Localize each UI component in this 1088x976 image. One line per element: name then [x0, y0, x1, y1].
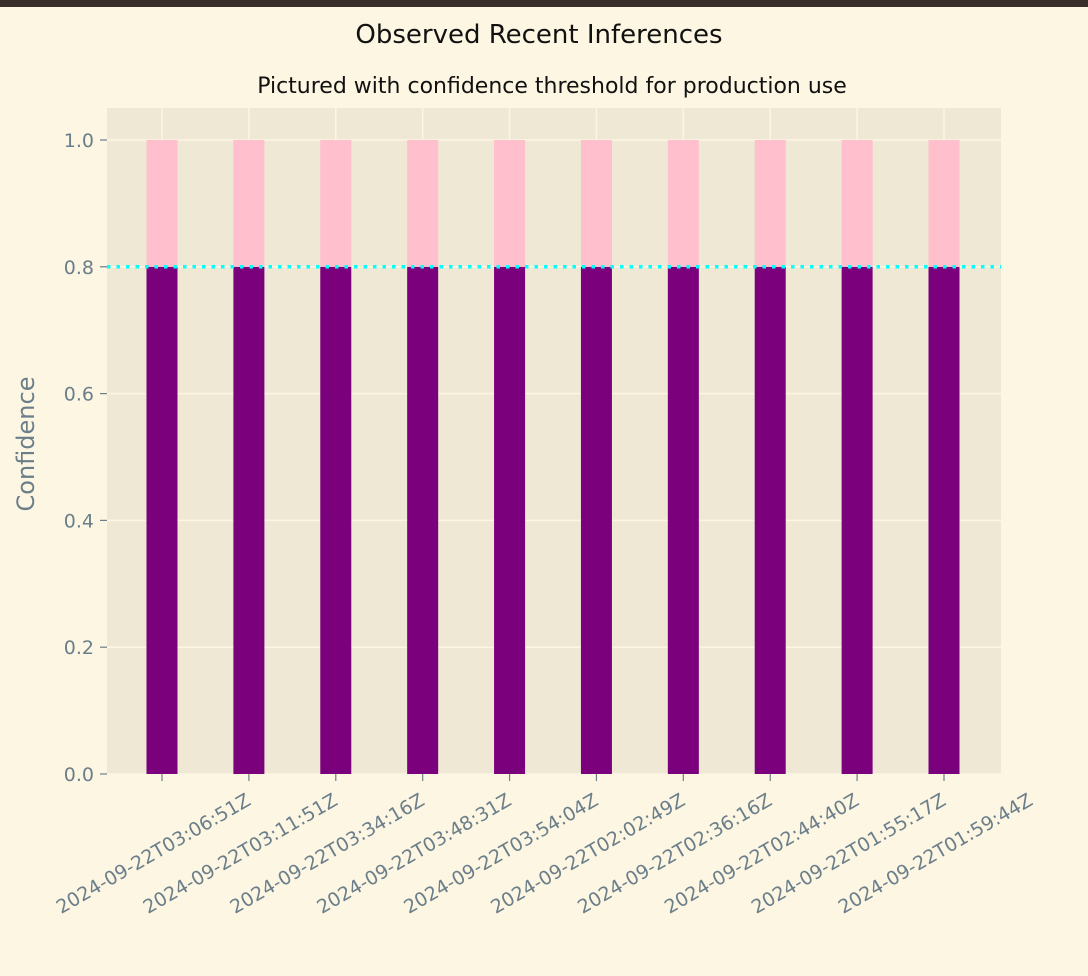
- bar-segment-upper: [146, 140, 178, 267]
- bar-segment-lower: [146, 266, 178, 774]
- bar-segment-upper: [841, 140, 873, 267]
- y-tick-label: 0.0: [64, 764, 94, 786]
- bar-segment-upper: [233, 140, 265, 267]
- chart-subtitle: Pictured with confidence threshold for p…: [257, 74, 847, 99]
- bar-segment-upper: [667, 140, 699, 267]
- bar-segment-lower: [841, 266, 873, 774]
- y-tick-label: 1.0: [64, 130, 94, 152]
- bar-segment-lower: [407, 266, 439, 774]
- y-tick-label: 0.6: [64, 384, 94, 406]
- bar-segment-upper: [754, 140, 786, 267]
- y-tick-label: 0.2: [64, 637, 94, 659]
- bar-segment-lower: [320, 266, 352, 774]
- y-tick-label: 0.4: [64, 510, 94, 532]
- bar-segment-upper: [928, 140, 960, 267]
- bar-segment-lower: [667, 266, 699, 774]
- bar-segment-upper: [320, 140, 352, 267]
- bar-segment-lower: [494, 266, 526, 774]
- bar-segment-upper: [407, 140, 439, 267]
- bar-segment-upper: [580, 140, 612, 267]
- chart-title: Observed Recent Inferences: [355, 20, 722, 50]
- bar-segment-upper: [494, 140, 526, 267]
- y-tick-label: 0.8: [64, 257, 94, 279]
- bar-segment-lower: [580, 266, 612, 774]
- y-axis-label: Confidence: [12, 377, 40, 512]
- bar-segment-lower: [233, 266, 265, 774]
- window-top-edge: [0, 0, 1088, 7]
- bar-segment-lower: [928, 266, 960, 774]
- bar-segment-lower: [754, 266, 786, 774]
